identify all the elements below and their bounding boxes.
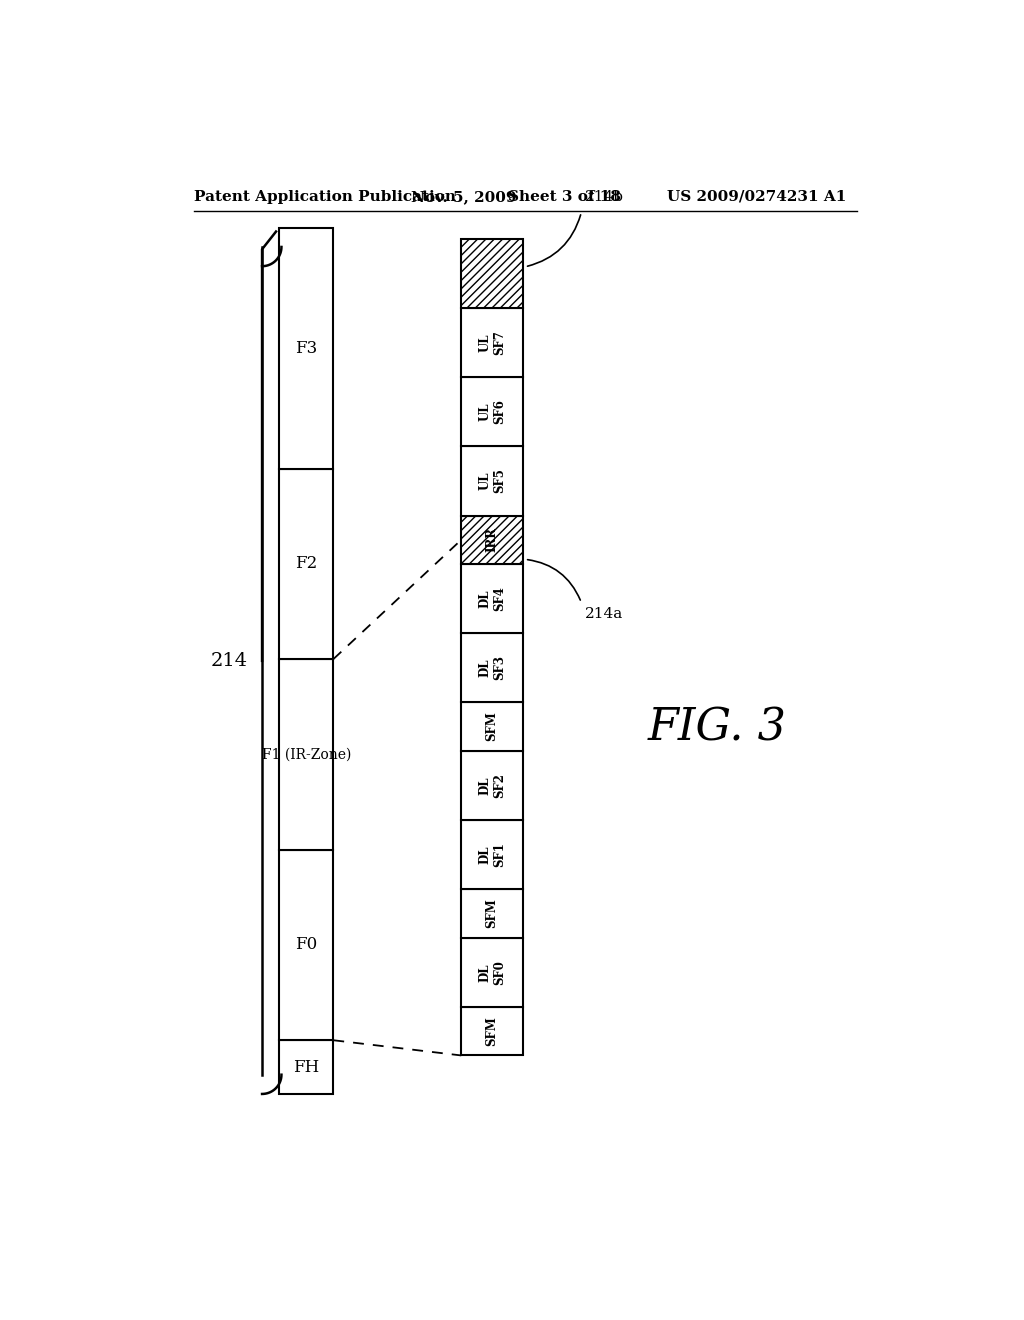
Text: F0: F0 — [295, 936, 317, 953]
Text: DL
SF3: DL SF3 — [478, 655, 506, 680]
Bar — [280, 659, 334, 850]
Bar — [280, 850, 334, 1040]
Bar — [461, 702, 523, 751]
Bar — [461, 239, 523, 309]
Text: UL
SF7: UL SF7 — [478, 330, 506, 355]
Text: US 2009/0274231 A1: US 2009/0274231 A1 — [667, 190, 846, 203]
Text: UL
SF5: UL SF5 — [478, 469, 506, 494]
Text: FIG. 3: FIG. 3 — [647, 706, 786, 750]
Text: FH: FH — [293, 1059, 319, 1076]
Text: IRR: IRR — [485, 527, 499, 552]
Text: F2: F2 — [295, 556, 317, 573]
Text: F1 (IR-Zone): F1 (IR-Zone) — [261, 747, 351, 762]
Bar — [461, 634, 523, 702]
Text: Nov. 5, 2009: Nov. 5, 2009 — [411, 190, 516, 203]
Bar — [461, 937, 523, 1007]
Bar — [461, 890, 523, 937]
Text: 214a: 214a — [586, 606, 624, 620]
Bar — [461, 564, 523, 634]
Bar — [280, 228, 334, 469]
Text: SFM: SFM — [485, 1016, 499, 1045]
Text: SFM: SFM — [485, 711, 499, 742]
Bar — [461, 446, 523, 516]
Bar — [461, 516, 523, 564]
Bar — [461, 516, 523, 564]
Text: Patent Application Publication: Patent Application Publication — [194, 190, 456, 203]
Text: DL
SF1: DL SF1 — [478, 842, 506, 867]
Text: Sheet 3 of 18: Sheet 3 of 18 — [508, 190, 621, 203]
Text: SFM: SFM — [485, 899, 499, 928]
Bar — [280, 1040, 334, 1094]
Text: 214: 214 — [211, 652, 248, 669]
Text: UL
SF6: UL SF6 — [478, 400, 506, 424]
Bar — [461, 820, 523, 890]
Text: DL
SF0: DL SF0 — [478, 960, 506, 985]
Text: F3: F3 — [295, 339, 317, 356]
Bar — [461, 239, 523, 309]
Text: 214b: 214b — [586, 190, 625, 205]
Bar — [461, 751, 523, 820]
Bar — [461, 378, 523, 446]
Text: DL
SF2: DL SF2 — [478, 774, 506, 799]
Bar — [461, 309, 523, 378]
Text: DL
SF4: DL SF4 — [478, 586, 506, 611]
Bar — [461, 1007, 523, 1056]
Bar — [280, 469, 334, 659]
